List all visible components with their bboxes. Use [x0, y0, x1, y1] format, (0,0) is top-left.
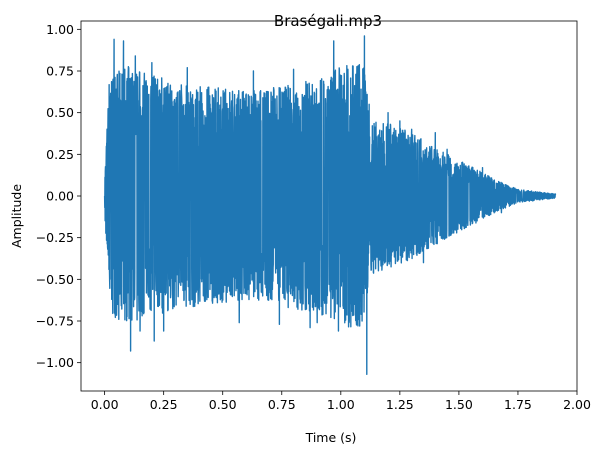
x-axis-label: Time (s) [305, 430, 357, 445]
y-tick-label: 1.00 [46, 22, 74, 37]
y-tick-label: −0.75 [36, 314, 74, 329]
waveform-line [103, 35, 557, 376]
y-axis-label: Amplitude [9, 184, 24, 248]
y-tick-label: 0.50 [46, 105, 74, 120]
x-tick-label: 1.00 [327, 397, 355, 412]
x-tick-label: 0.25 [150, 397, 178, 412]
x-tick-label: 1.25 [386, 397, 414, 412]
y-axis: −1.00 −0.75 −0.50 −0.25 0.00 0.25 0.50 0.75 1.00 [36, 22, 81, 370]
y-tick-label: −0.50 [36, 272, 74, 287]
y-tick-label: 0.75 [46, 64, 74, 79]
x-tick-label: 1.50 [445, 397, 473, 412]
y-tick-label: −1.00 [36, 355, 74, 370]
x-tick-label: 1.75 [504, 397, 532, 412]
axes-frame [80, 20, 578, 392]
y-tick-label: −0.25 [36, 230, 74, 245]
x-tick-label: 0.00 [91, 397, 119, 412]
x-axis: 0.00 0.25 0.50 0.75 1.00 1.25 1.50 1.75 2.00 [91, 391, 591, 412]
x-tick-label: 2.00 [563, 397, 591, 412]
plot-area [103, 35, 557, 376]
x-tick-label: 0.50 [209, 397, 237, 412]
y-tick-label: 0.25 [46, 147, 74, 162]
y-tick-label: 0.00 [46, 189, 74, 204]
x-tick-label: 0.75 [268, 397, 296, 412]
